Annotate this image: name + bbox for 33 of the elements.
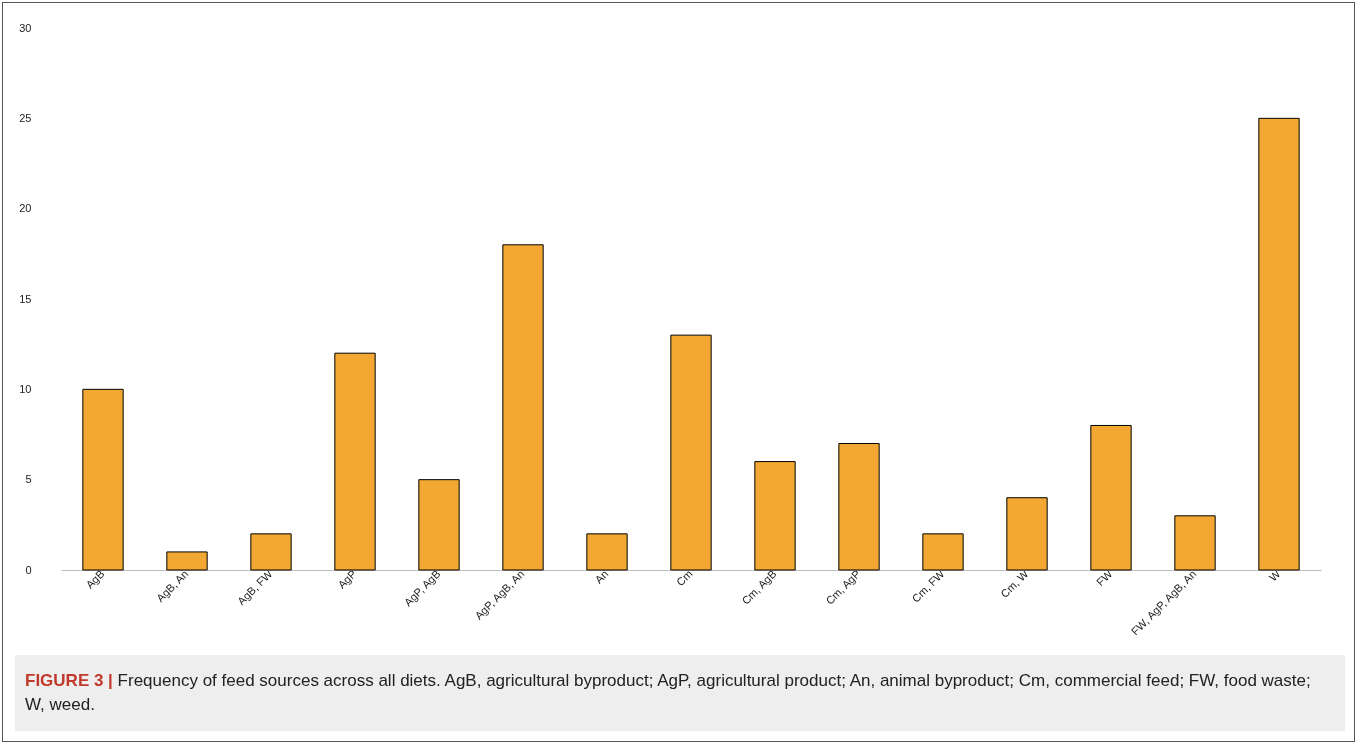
x-tick-label: W <box>1266 567 1283 584</box>
x-tick-label: AgP <box>335 567 359 591</box>
y-tick-label: 0 <box>25 563 32 576</box>
text: FIGURE 3 | Frequency of feed sources across all diets. AgB, agricultural byproduct; AgP, agricultural product; An, animal byproduct; Cm, commercial feed; FW, food waste; W, weed. <box>25 671 1311 714</box>
bar <box>1174 515 1216 571</box>
bar <box>166 551 208 571</box>
bar <box>754 461 796 571</box>
y-tick-label: 15 <box>19 292 32 305</box>
bar <box>1258 117 1300 571</box>
x-tick-label: Cm, AgP <box>823 567 863 607</box>
x-tick-label: Cm, AgB <box>739 567 779 607</box>
x-tick-label: Cm, W <box>998 567 1031 600</box>
bar <box>502 244 544 571</box>
bar <box>586 533 628 571</box>
x-tick-label: FW <box>1093 567 1115 589</box>
bar <box>1090 424 1132 571</box>
x-tick-label: Cm <box>673 567 695 589</box>
bar <box>922 533 964 571</box>
bar <box>418 479 460 571</box>
x-tick-label: AgB <box>83 567 107 591</box>
bar <box>838 443 880 571</box>
y-tick-label: 5 <box>25 473 32 486</box>
y-tick-label: 10 <box>19 382 32 395</box>
y-tick-label: 20 <box>19 202 32 215</box>
bar <box>334 352 376 571</box>
x-tick-label: Cm, FW <box>909 567 947 605</box>
bar <box>82 388 124 571</box>
x-tick-label: An <box>592 567 611 586</box>
bar <box>250 533 292 571</box>
bar <box>1006 497 1048 571</box>
y-tick-label: 25 <box>19 111 32 124</box>
bar <box>670 334 712 571</box>
y-tick-label: 30 <box>19 21 32 34</box>
